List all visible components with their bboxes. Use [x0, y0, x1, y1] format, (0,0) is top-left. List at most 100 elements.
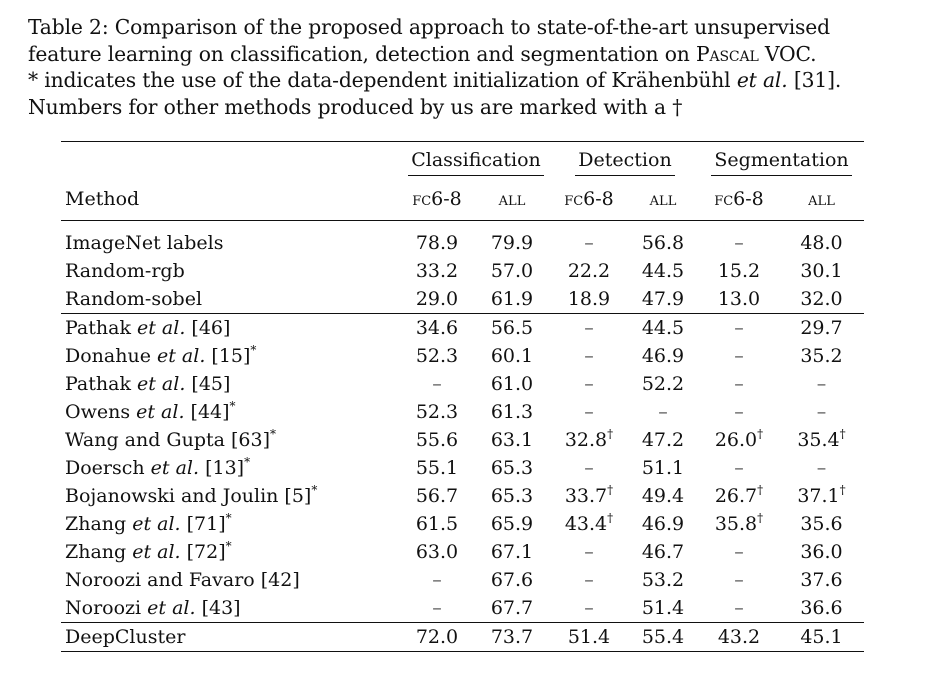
value: 57.0: [490, 260, 534, 282]
value-cell: –: [551, 342, 627, 370]
method-et-al: et al.: [150, 457, 200, 479]
value-cell: 35.2: [779, 342, 864, 370]
value: –: [584, 401, 594, 423]
value: 67.7: [490, 597, 534, 619]
table-row: Owens et al. [44]* 52.3 61.3 – – – –: [61, 398, 864, 426]
group-header-row: Classification Detection Segmentation: [61, 141, 864, 178]
method-name-cell: Zhang et al. [72]*: [61, 538, 401, 566]
value: 37.6: [800, 569, 843, 591]
value-cell: –: [551, 313, 627, 342]
method-ref: [45]: [185, 373, 231, 395]
value: –: [658, 401, 668, 423]
value: 51.1: [641, 457, 685, 479]
value: 13.0: [717, 288, 761, 310]
table-row: DeepCluster 72.0 73.7 51.4 55.4 43.2 45.1: [61, 622, 864, 652]
value: 36.6: [800, 597, 843, 619]
method-et-al: et al.: [136, 401, 185, 423]
value-cell: 37.1†: [779, 482, 864, 510]
value: –: [432, 569, 442, 591]
table-row: Bojanowski and Joulin [5]* 56.7 65.3 33.7† 4…: [61, 482, 864, 510]
method-name-cell: ImageNet labels: [61, 220, 401, 257]
value: –: [816, 401, 827, 423]
value: 45.1: [800, 626, 843, 648]
value: –: [816, 457, 827, 479]
caption-ref: [31].: [787, 68, 842, 92]
value: 18.9: [567, 288, 611, 310]
method-name-cell: Random-sobel: [61, 285, 401, 314]
value-cell: 57.0: [473, 257, 551, 285]
value-cell: 26.0†: [699, 426, 779, 454]
value: 37.1: [797, 485, 840, 507]
value: –: [432, 373, 442, 395]
value-cell: 55.6: [401, 426, 473, 454]
value-cell: 36.6: [779, 594, 864, 623]
value: –: [734, 457, 744, 479]
value: 29.7: [800, 317, 843, 339]
method-name-cell: Bojanowski and Joulin [5]*: [61, 482, 401, 510]
value-cell: –: [551, 370, 627, 398]
table-row: Noroozi and Favaro [42] – 67.6 – 53.2 – 37.6: [61, 566, 864, 594]
value: 35.8: [714, 513, 758, 535]
value-cell: 52.3: [401, 342, 473, 370]
method-name: Pathak: [65, 317, 138, 339]
value: 61.3: [490, 401, 534, 423]
value: 78.9: [415, 232, 459, 254]
value-cell: –: [699, 594, 779, 623]
value-cell: 22.2: [551, 257, 627, 285]
caption-voc: VOC.: [758, 41, 817, 66]
value: 29.0: [415, 288, 459, 310]
dagger-mark: †: [757, 427, 764, 441]
value: 34.6: [415, 317, 459, 339]
group-detection: Detection: [575, 145, 675, 176]
caption-line-4: Numbers for other methods produced by us…: [28, 94, 683, 119]
method-name: Wang and Gupta [63]: [65, 429, 270, 451]
value: 33.7: [564, 485, 608, 507]
value-cell: –: [779, 370, 864, 398]
value-cell: 35.8†: [699, 510, 779, 538]
value: –: [584, 317, 594, 339]
caption-et-al: et al.: [736, 68, 788, 92]
method-header: Method: [65, 188, 140, 210]
value-cell: 78.9: [401, 220, 473, 257]
value: –: [584, 457, 594, 479]
value: –: [584, 569, 594, 591]
value-cell: –: [551, 398, 627, 426]
value-cell: –: [699, 370, 779, 398]
value: 53.2: [641, 569, 685, 591]
caption-line-3-text: * indicates the use of the data-dependen…: [28, 68, 737, 92]
value: 55.1: [415, 457, 459, 479]
dagger-mark: †: [607, 427, 614, 441]
value-cell: 46.9: [627, 510, 699, 538]
value-cell: 60.1: [473, 342, 551, 370]
table-row: Zhang et al. [72]* 63.0 67.1 – 46.7 – 36.0: [61, 538, 864, 566]
table-row: Noroozi et al. [43] – 67.7 – 51.4 – 36.6: [61, 594, 864, 623]
results-table: Classification Detection Segmentation Me…: [61, 141, 864, 652]
value: 67.1: [490, 541, 534, 563]
value: 47.2: [641, 429, 685, 451]
method-name: Random-rgb: [65, 260, 185, 282]
table-body: ImageNet labels 78.9 79.9 – 56.8 – 48.0 Random-…: [61, 220, 864, 652]
value: –: [584, 345, 594, 367]
value-cell: 43.4†: [551, 510, 627, 538]
value: 51.4: [567, 626, 611, 648]
value-cell: 29.0: [401, 285, 473, 314]
value-cell: 61.3: [473, 398, 551, 426]
value: 48.0: [800, 232, 843, 254]
value: 52.3: [415, 345, 459, 367]
method-name-cell: Pathak et al. [46]: [61, 313, 401, 342]
caption-line-2-text: feature learning on classification, dete…: [28, 41, 697, 66]
value-cell: 35.4†: [779, 426, 864, 454]
subheader-cls-all: all: [498, 188, 526, 210]
value: 65.3: [490, 485, 534, 507]
caption-line-3: * indicates the use of the data-dependen…: [28, 67, 923, 94]
value-cell: 32.0: [779, 285, 864, 314]
value: 22.2: [567, 260, 611, 282]
method-star: *: [225, 539, 232, 553]
table-row: Donahue et al. [15]* 52.3 60.1 – 46.9 – 35.2: [61, 342, 864, 370]
value: 43.4: [564, 513, 608, 535]
subheader-seg-fc: fc6-8: [714, 188, 764, 210]
table-row: Random-rgb 33.2 57.0 22.2 44.5 15.2 30.1: [61, 257, 864, 285]
method-name-cell: Random-rgb: [61, 257, 401, 285]
value: 26.7: [714, 485, 758, 507]
value: 73.7: [490, 626, 534, 648]
